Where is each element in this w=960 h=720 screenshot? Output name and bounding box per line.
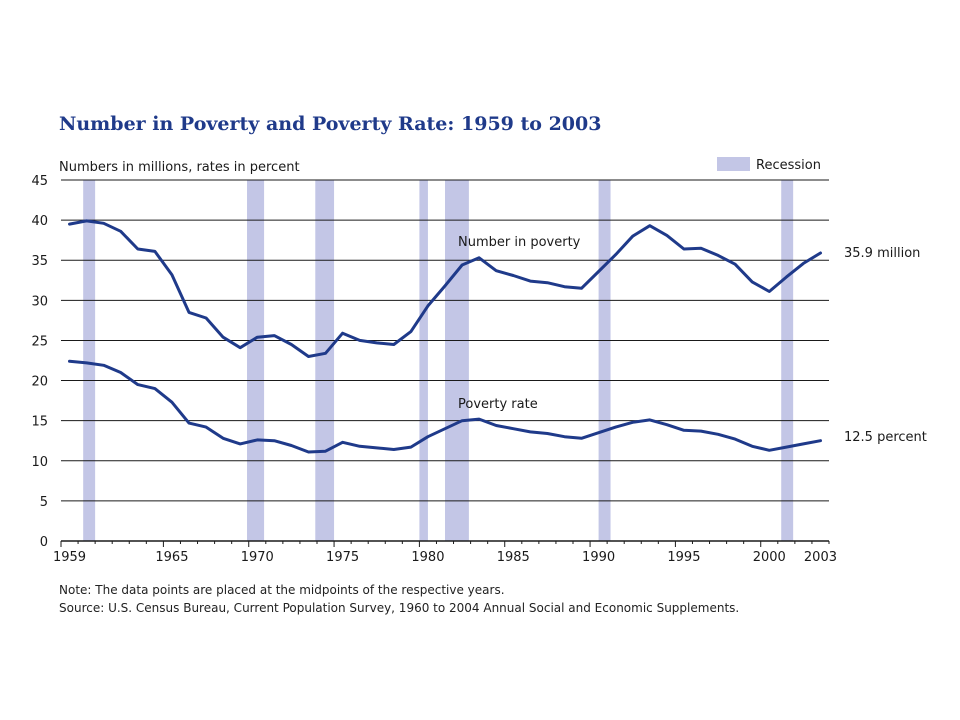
series-line-0 — [68, 219, 822, 358]
chart-source: Source: U.S. Census Bureau, Current Popu… — [59, 601, 740, 615]
series-label: Number in poverty — [458, 235, 581, 250]
series-label: Poverty rate — [458, 397, 538, 412]
y-tick-label: 25 — [31, 334, 48, 349]
y-tick-label: 0 — [40, 535, 48, 550]
x-tick-label: 1995 — [667, 550, 700, 565]
end-value-label: 35.9 million — [844, 246, 920, 261]
y-tick-label: 35 — [31, 254, 48, 269]
y-tick-label: 10 — [31, 455, 48, 470]
y-tick-label: 45 — [31, 174, 48, 189]
chart-note: Note: The data points are placed at the … — [59, 583, 505, 597]
y-tick-label: 15 — [31, 415, 48, 430]
x-tick-label: 1965 — [155, 550, 188, 565]
x-tick-label: 1980 — [411, 550, 444, 565]
y-axis-label: Numbers in millions, rates in percent — [59, 160, 300, 175]
recession-band — [445, 180, 469, 541]
chart-title: Number in Poverty and Poverty Rate: 1959… — [59, 113, 602, 135]
recession-band — [247, 180, 265, 541]
y-tick-label: 30 — [31, 294, 48, 309]
recession-band — [419, 180, 428, 541]
y-tick-label: 5 — [40, 495, 48, 510]
x-tick-label: 2000 — [753, 550, 786, 565]
legend-swatch — [717, 157, 750, 171]
x-tick-label: 1970 — [241, 550, 274, 565]
x-tick-label: 1975 — [326, 550, 359, 565]
y-tick-label: 40 — [31, 214, 48, 229]
legend-label: Recession — [756, 158, 821, 173]
y-tick-label: 20 — [31, 375, 48, 390]
x-tick-label: 1959 — [53, 550, 86, 565]
x-tick-label: 1990 — [582, 550, 615, 565]
x-tick-label: 2003 — [804, 550, 837, 565]
recession-band — [315, 180, 335, 541]
recession-band — [83, 180, 96, 541]
recession-band — [781, 180, 794, 541]
series-line-1 — [68, 359, 822, 454]
end-value-label: 12.5 percent — [844, 430, 927, 445]
recession-band — [598, 180, 611, 541]
x-tick-label: 1985 — [497, 550, 530, 565]
